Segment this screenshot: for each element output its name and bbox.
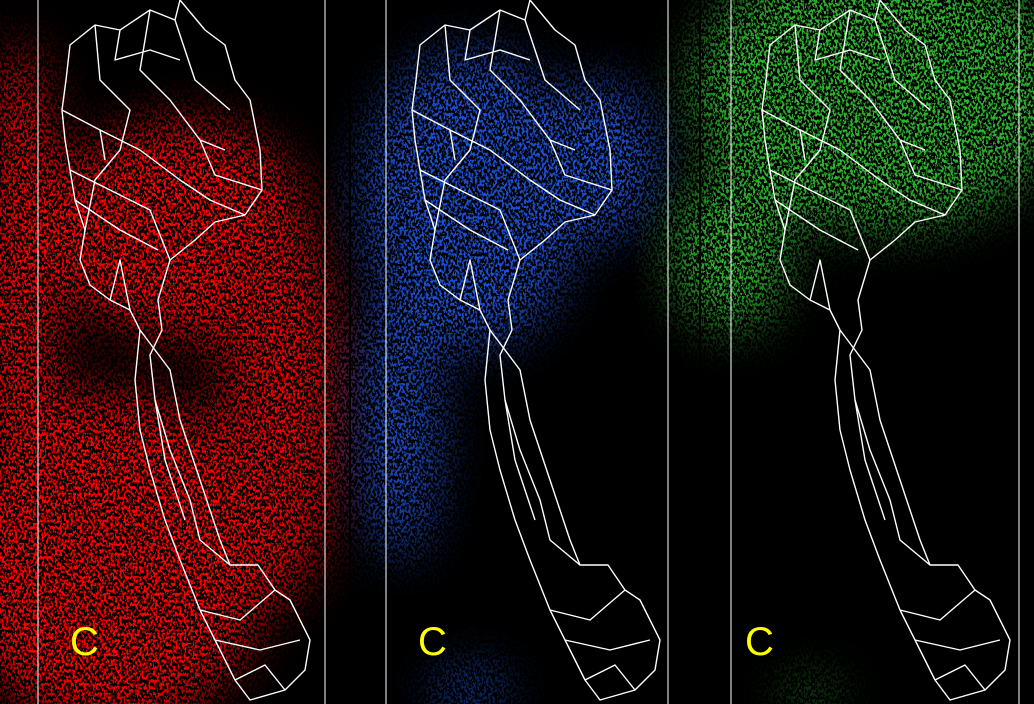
panel-label: C <box>70 620 99 664</box>
map-figure: C C C <box>0 0 1034 704</box>
page: C C C (() => { const data = JSON.parse(d… <box>0 0 1034 704</box>
panel-gap <box>349 0 351 704</box>
blue-speckle <box>360 50 660 704</box>
panel-gap <box>699 0 701 704</box>
panel-label: C <box>745 620 774 664</box>
panel-label: C <box>418 620 447 664</box>
